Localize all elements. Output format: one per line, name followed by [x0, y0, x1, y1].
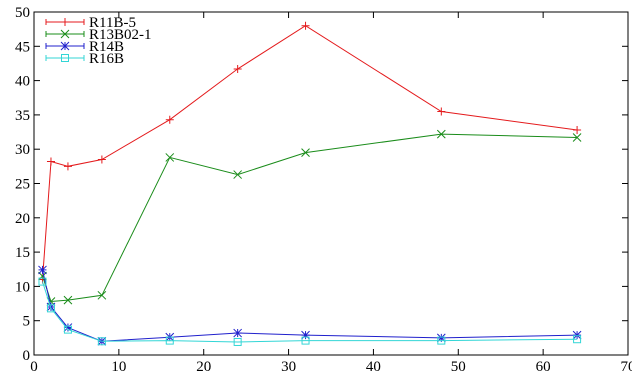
data-point-r11b-5: [97, 155, 106, 164]
series-line-r16b: [42, 281, 578, 343]
series-line-r13b02-1: [42, 133, 578, 303]
data-point-r11b-5: [301, 21, 310, 30]
data-point-r13b02-1: [97, 290, 107, 300]
data-point-r11b-5: [573, 125, 582, 134]
data-point-r14b: [63, 323, 73, 332]
legend-label: R11B-5: [89, 15, 136, 31]
y-tick-label: 15: [15, 245, 30, 261]
data-point-r16b: [437, 336, 446, 345]
data-point-r14b: [436, 333, 446, 343]
data-point-r16b: [38, 277, 47, 286]
data-point-r11b-5: [46, 157, 55, 166]
data-point-r11b-5: [63, 162, 72, 171]
legend-label: R14B: [89, 39, 124, 55]
legend-marker: [61, 18, 69, 26]
x-tick-label: 50: [451, 359, 466, 375]
data-point-r16b: [46, 304, 55, 313]
data-point-r14b: [301, 330, 310, 340]
legend-label: R13B02-1: [89, 27, 152, 43]
y-tick-label: 40: [15, 74, 30, 90]
y-tick-label: 35: [15, 108, 30, 124]
series-line-r14b: [42, 269, 578, 342]
data-point-r11b-5: [437, 107, 446, 116]
data-point-r16b: [233, 337, 242, 346]
x-tick-label: 40: [366, 359, 381, 375]
data-point-r11b-5: [233, 64, 242, 73]
y-tick-label: 30: [15, 142, 30, 158]
data-point-r13b02-1: [301, 148, 310, 157]
x-tick-label: 30: [281, 359, 296, 375]
data-point-r13b02-1: [63, 295, 73, 305]
data-point-r13b02-1: [436, 129, 446, 139]
y-tick-label: 0: [23, 348, 31, 364]
x-tick-label: 0: [30, 359, 38, 375]
data-point-r16b: [165, 336, 174, 345]
data-point-r16b: [97, 337, 106, 346]
legend-marker: [60, 41, 70, 51]
y-tick-label: 45: [15, 39, 30, 55]
y-tick-label: 10: [15, 279, 30, 295]
data-point-r13b02-1: [165, 153, 175, 162]
y-tick-label: 20: [15, 211, 30, 227]
data-point-r16b: [573, 335, 582, 344]
data-point-r11b-5: [165, 115, 174, 124]
data-point-r13b02-1: [38, 271, 47, 281]
data-point-r14b: [572, 330, 582, 340]
data-point-r14b: [38, 265, 47, 275]
x-tick-label: 70: [621, 359, 632, 375]
legend-marker: [61, 54, 69, 62]
y-tick-label: 5: [23, 314, 31, 330]
data-point-r13b02-1: [233, 170, 243, 179]
data-point-r13b02-1: [572, 133, 582, 142]
y-tick-label: 50: [15, 5, 30, 21]
data-point-r14b: [233, 328, 243, 338]
legend-marker: [60, 29, 70, 39]
data-point-r16b: [301, 336, 310, 345]
legend-label: R16B: [89, 51, 124, 67]
data-point-r16b: [63, 325, 72, 334]
x-tick-label: 10: [111, 359, 126, 375]
y-tick-label: 25: [15, 177, 30, 193]
x-tick-label: 60: [536, 359, 551, 375]
x-tick-label: 20: [196, 359, 211, 375]
